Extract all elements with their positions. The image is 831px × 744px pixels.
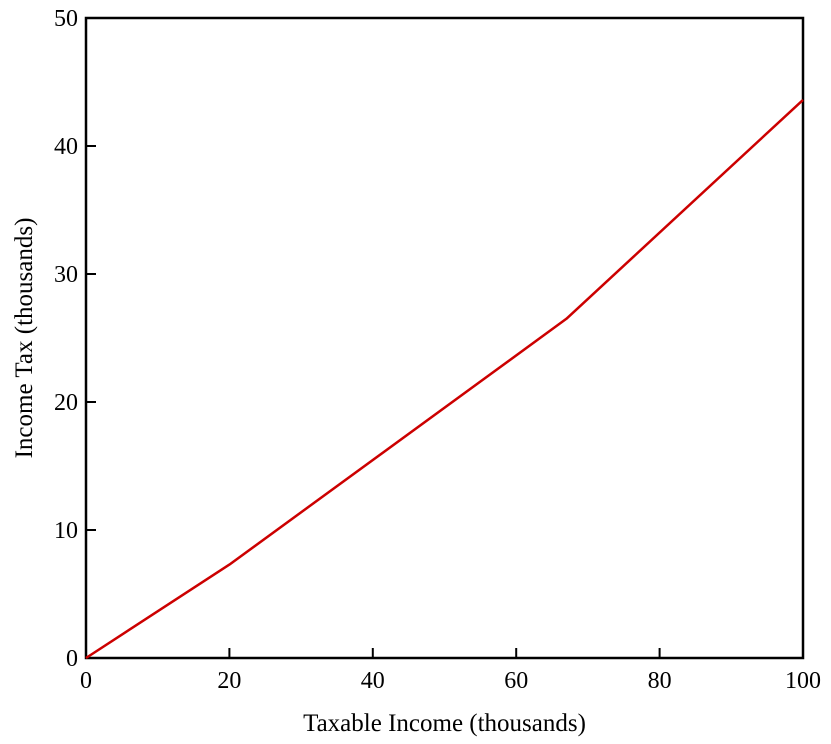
x-axis-ticks: 0 20 40 60 80 100: [80, 648, 821, 694]
x-tick-label: 60: [504, 668, 528, 694]
x-tick-label: 100: [785, 668, 821, 694]
series-line: [85, 98, 804, 660]
x-tick-label: 80: [648, 668, 672, 694]
y-axis-title: Income Tax (thousands): [11, 218, 38, 459]
y-tick-label: 40: [54, 134, 78, 160]
y-axis-ticks: 0 10 20 30 40 50: [54, 6, 96, 672]
y-tick-label: 10: [54, 518, 78, 544]
y-tick-label: 30: [54, 262, 78, 288]
x-tick-label: 0: [80, 668, 92, 694]
y-tick-label: 50: [54, 6, 78, 32]
y-tick-label: 0: [66, 646, 78, 672]
x-axis-title: Taxable Income (thousands): [303, 710, 586, 737]
x-tick-label: 40: [361, 668, 385, 694]
plot-frame: [84, 16, 805, 660]
x-tick-label: 20: [217, 668, 241, 694]
y-tick-label: 20: [54, 390, 78, 416]
series-layer: [85, 98, 804, 660]
